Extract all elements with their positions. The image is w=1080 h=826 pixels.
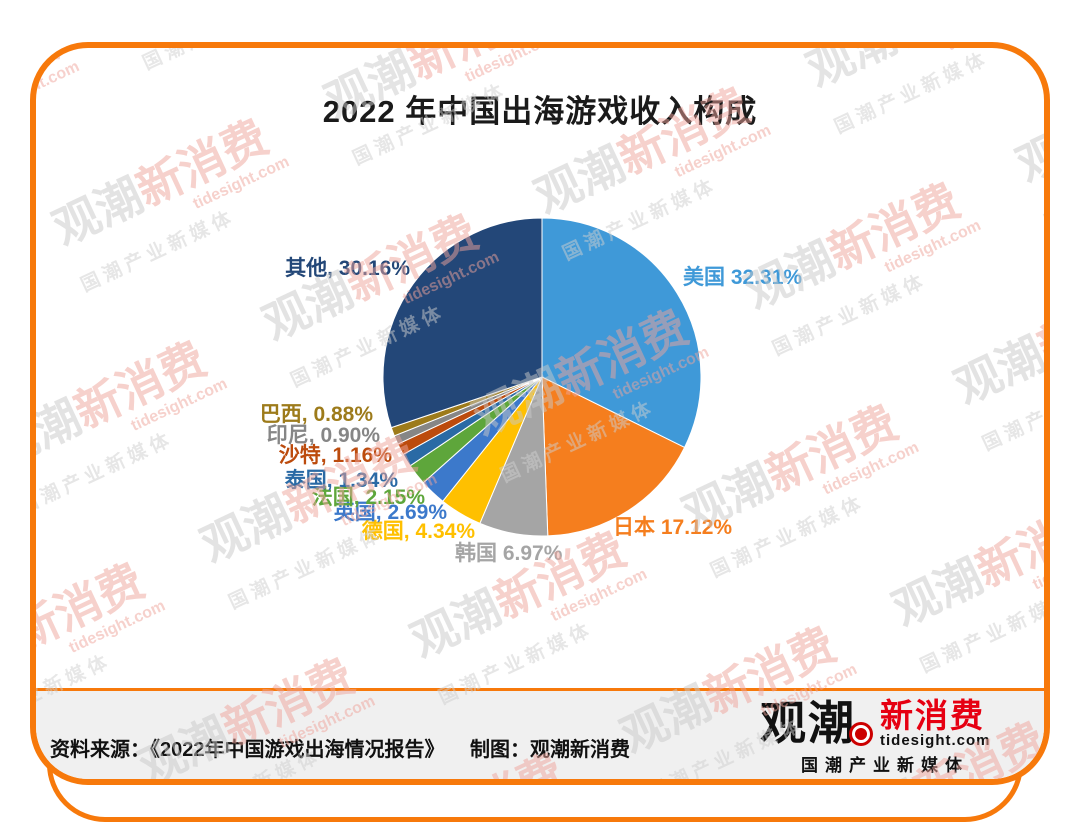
pie-chart-area: 美国 32.31% 日本 17.12% 韩国 6.97% 德国, 4.34% 英国, 2…: [36, 48, 1044, 779]
slice-label-uk: 英国, 2.69%: [333, 501, 447, 524]
slice-label-others: 其他, 30.16%: [285, 257, 410, 280]
camera-lens-icon: [852, 725, 870, 743]
pie-slice-others: [383, 218, 543, 429]
slice-label-france: 法国, 2.15%: [311, 486, 425, 509]
slice-label-thailand: 泰国, 1.34%: [284, 469, 398, 492]
pie-chart: [383, 218, 701, 536]
pie-slice-japan: [541, 376, 686, 536]
slice-label-japan: 日本 17.12%: [613, 516, 733, 539]
slice-label-korea: 韩国 6.97%: [455, 542, 563, 565]
source-note: 资料来源：《2022年中国游戏出海情况报告》: [50, 739, 445, 761]
credit-note: 制图：观潮新消费: [470, 739, 630, 761]
chart-title: 2022 年中国出海游戏收入构成: [322, 94, 758, 129]
slice-label-germany: 德国, 4.34%: [361, 520, 475, 543]
slice-label-brazil: 巴西, 0.88%: [259, 403, 373, 426]
slice-label-saudi: 沙特, 1.16%: [278, 444, 392, 467]
logo-right-block: 新消费 tidesight.com: [880, 697, 991, 749]
logo-text-red: 新消费: [880, 697, 985, 734]
footer-bar: 资料来源：《2022年中国游戏出海情况报告》 制图：观潮新消费 观潮 新消费 t…: [36, 688, 1044, 779]
logo-text-black: 观潮: [760, 697, 856, 749]
logo-tagline: 国潮产业新媒体: [801, 756, 969, 775]
pie-slice-usa: [541, 218, 701, 449]
slice-label-usa: 美国 32.31%: [683, 266, 803, 289]
logo-domain-text: tidesight.com: [880, 732, 991, 749]
slice-label-indonesia: 印尼, 0.90%: [266, 424, 380, 447]
brand-logo-top: 观潮 新消费 tidesight.com: [760, 697, 1010, 749]
main-card: 2022 年中国出海游戏收入构成 美国 32.31% 日本 17.12% 韩国 6.…: [30, 42, 1050, 785]
brand-logo: 观潮 新消费 tidesight.com 国潮产业新媒体: [760, 699, 1010, 776]
